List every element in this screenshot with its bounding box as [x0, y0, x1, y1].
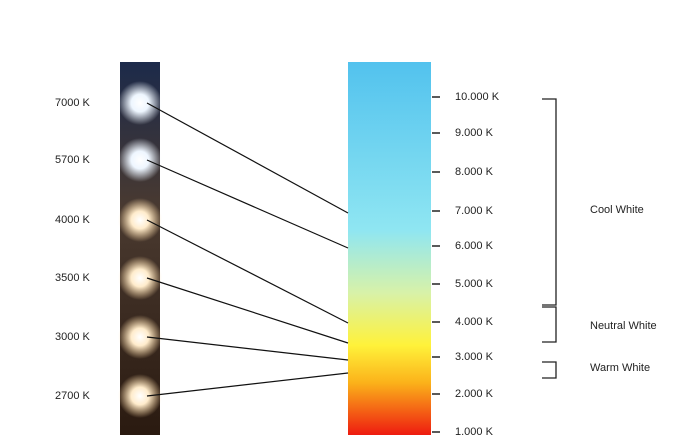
scale-label: 1.000 K: [455, 426, 494, 438]
light-glow: [118, 315, 162, 359]
scale-label: 4.000 K: [455, 316, 494, 328]
light-glow: [118, 138, 162, 182]
range-bracket: [542, 306, 557, 343]
light-glow: [118, 256, 162, 300]
range-label: Cool White: [590, 204, 644, 216]
light-label: 4000 K: [55, 214, 91, 226]
scale-label: 7.000 K: [455, 205, 494, 217]
connector: [146, 102, 349, 214]
light-glow: [118, 198, 162, 242]
range-bracket: [542, 361, 557, 379]
light-label: 7000 K: [55, 97, 91, 109]
connector: [146, 372, 349, 397]
scale-label: 5.000 K: [455, 278, 494, 290]
scale-label: 10.000 K: [455, 91, 500, 103]
range-label: Neutral White: [590, 320, 657, 332]
scale-label: 2.000 K: [455, 388, 494, 400]
light-glow: [118, 374, 162, 418]
connector: [146, 159, 349, 249]
scale-label: 3.000 K: [455, 351, 494, 363]
connector: [146, 219, 349, 324]
connector: [146, 277, 349, 344]
connector: [146, 336, 349, 361]
light-label: 2700 K: [55, 390, 91, 402]
scale-label: 8.000 K: [455, 166, 494, 178]
scale-label: 9.000 K: [455, 127, 494, 139]
light-label: 3500 K: [55, 272, 91, 284]
light-label: 3000 K: [55, 331, 91, 343]
light-glow: [118, 81, 162, 125]
range-label: Warm White: [590, 362, 650, 374]
scale-label: 6.000 K: [455, 240, 494, 252]
light-label: 5700 K: [55, 154, 91, 166]
range-bracket: [542, 98, 557, 306]
color-scale: [348, 62, 431, 435]
content: 7000 K 5700 K 4000 K 3500 K 3000 K 2700 K 10.0…: [55, 81, 657, 438]
